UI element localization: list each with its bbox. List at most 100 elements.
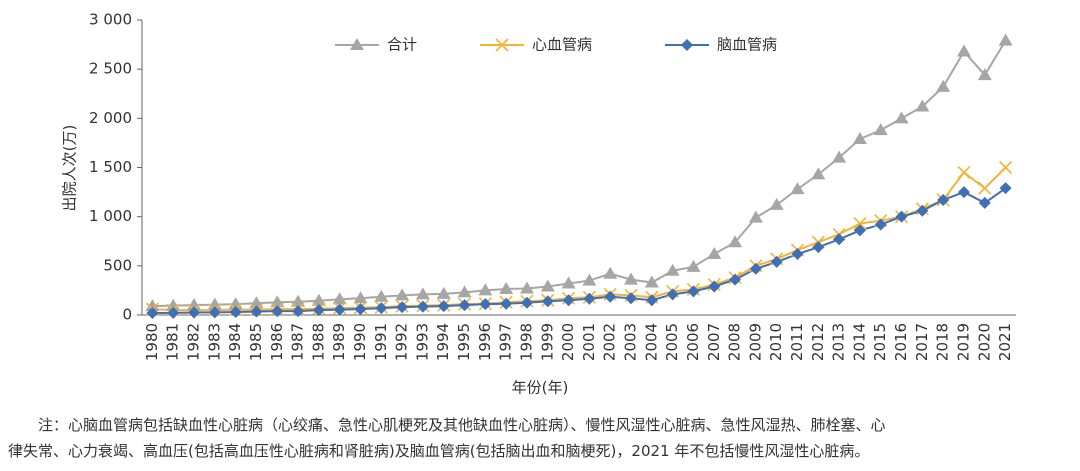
data-point [271, 305, 284, 318]
data-point [188, 306, 201, 319]
x-tick-label: 2016 [892, 323, 910, 361]
data-point [625, 292, 638, 305]
data-point [250, 305, 263, 318]
x-tick-label: 1983 [205, 323, 223, 361]
x-tick-label: 1991 [372, 323, 390, 361]
data-point [270, 295, 285, 308]
x-tick-label: 2000 [559, 323, 577, 361]
data-point [894, 111, 909, 124]
x-tick-label: 1987 [289, 323, 307, 361]
x-tick-label: 2017 [913, 323, 931, 361]
data-point [375, 302, 388, 315]
data-point [311, 293, 326, 306]
x-tick-label: 2013 [830, 323, 848, 361]
data-point [791, 248, 804, 261]
y-tick-label: 500 [103, 256, 132, 274]
note-line: 注：心脑血管病包括缺血性心脏病（心绞痛、急性心肌梗死及其他缺血性心脏病）、慢性风… [38, 416, 886, 434]
data-point [395, 288, 410, 301]
data-point [541, 295, 554, 308]
x-tick-label: 2002 [601, 323, 619, 361]
data-point [291, 294, 306, 307]
x-tick-label: 2001 [580, 323, 598, 361]
data-point [687, 285, 700, 298]
data-point [353, 291, 368, 304]
data-point [874, 218, 887, 231]
data-point [604, 290, 617, 303]
data-point [333, 303, 346, 316]
x-tick-label: 2020 [975, 323, 993, 361]
x-tick-label: 1990 [351, 323, 369, 361]
data-point [436, 286, 451, 299]
data-point [479, 298, 492, 311]
x-tick-label: 2005 [663, 323, 681, 361]
x-tick-label: 2006 [684, 323, 702, 361]
legend-label: 脑血管病 [717, 36, 777, 54]
data-point [811, 167, 826, 180]
data-point [999, 182, 1012, 195]
note-line: 律失常、心力衰竭、高血压(包括高血压性心脏病和肾脏病)及脑血管病(包括脑出血和脑… [8, 442, 870, 460]
data-point [853, 216, 867, 231]
y-tick-label: 2 500 [89, 60, 132, 78]
data-point [519, 281, 534, 294]
data-point [312, 304, 325, 317]
data-point [437, 300, 450, 313]
data-point [415, 287, 430, 300]
y-axis-title: 出院人次(万) [61, 125, 79, 212]
series-line [152, 187, 1007, 315]
chart: 出院人次(万) 年份(年) 0 500 1 000 1 500 2 000 2 500 3 … [61, 11, 1016, 397]
data-point [998, 33, 1013, 46]
x-tick-label: 2018 [934, 323, 952, 361]
data-point [644, 275, 659, 288]
data-point [957, 186, 970, 199]
data-point [562, 294, 575, 307]
x-tick-label: 2011 [788, 323, 806, 361]
x-tick-label: 1992 [393, 323, 411, 361]
footnote: 注：心脑血管病包括缺血性心脏病（心绞痛、急性心肌梗死及其他缺血性心脏病）、慢性风… [8, 412, 1074, 464]
x-tick-label: 2012 [809, 323, 827, 361]
data-point [708, 280, 721, 293]
data-point [978, 196, 991, 209]
data-point [915, 99, 930, 112]
data-point [499, 281, 514, 294]
data-point [354, 303, 367, 316]
data-point [292, 305, 305, 318]
data-point [999, 160, 1013, 175]
x-tick-label: 2010 [767, 323, 785, 361]
legend-label: 合计 [387, 36, 417, 54]
data-point [561, 276, 576, 289]
x-tick-label: 1989 [330, 323, 348, 361]
data-point [852, 131, 867, 144]
x-tick-label: 1993 [413, 323, 431, 361]
data-point [895, 210, 908, 223]
series-line [152, 166, 1007, 312]
x-tick-label: 1986 [268, 323, 286, 361]
data-point [145, 299, 160, 312]
data-point [645, 294, 658, 307]
x-tick-label: 1995 [455, 323, 473, 361]
data-point [957, 165, 971, 179]
data-point [686, 259, 701, 272]
data-point [520, 296, 533, 309]
data-point [832, 150, 847, 163]
x-tick-label: 2009 [746, 323, 764, 361]
data-point [833, 233, 846, 246]
data-point [603, 266, 618, 279]
data-point [977, 68, 992, 81]
data-point [229, 306, 242, 319]
legend-marker [350, 38, 364, 50]
data-point [916, 204, 929, 217]
data-point [707, 247, 722, 260]
data-point [582, 273, 597, 286]
x-tick-label: 1998 [517, 323, 535, 361]
y-tick-label: 0 [122, 306, 132, 324]
series-line [152, 40, 1007, 308]
data-point [749, 262, 762, 275]
data-point [936, 79, 951, 92]
data-point [790, 182, 805, 195]
data-point [853, 224, 866, 237]
data-point [457, 285, 472, 298]
x-tick-label: 1981 [164, 323, 182, 361]
data-point [478, 283, 493, 296]
legend-marker [681, 39, 693, 51]
